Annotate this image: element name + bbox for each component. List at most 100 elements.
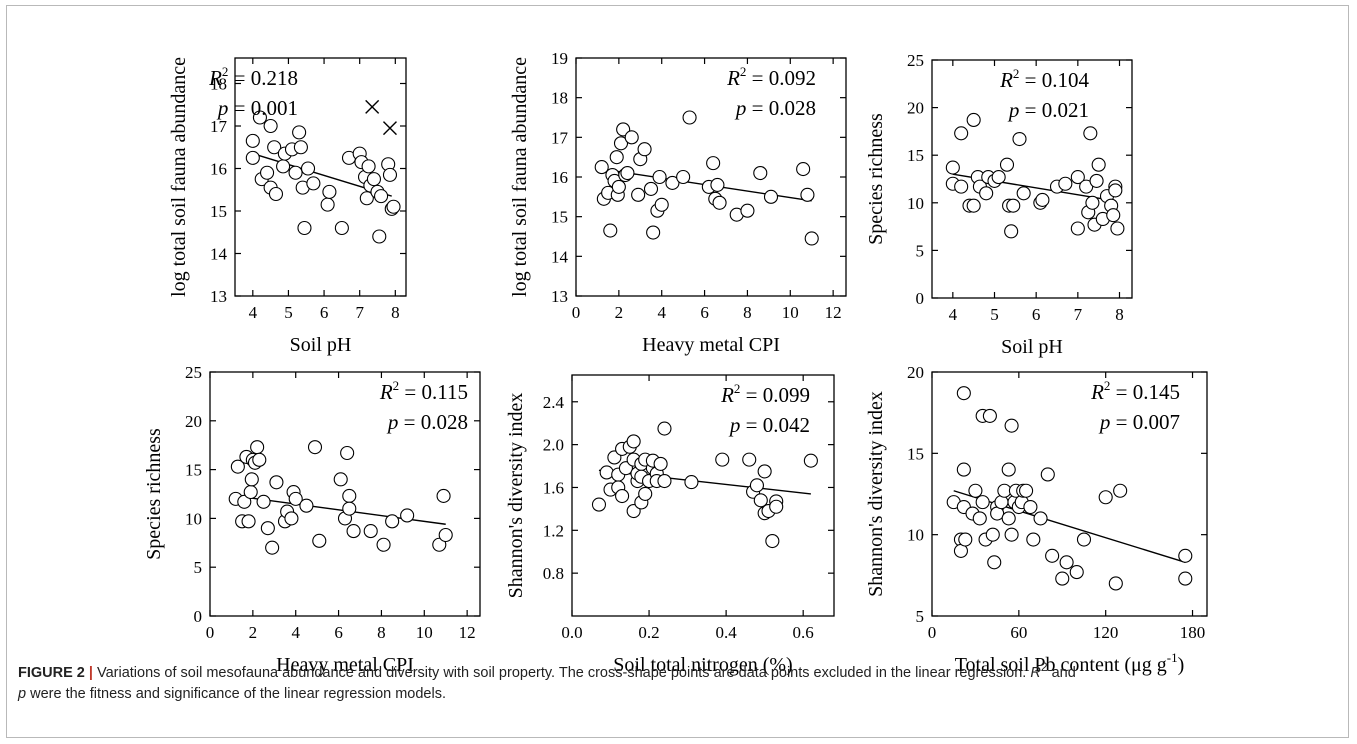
y-tick-label: 0.8 bbox=[543, 564, 564, 583]
data-point bbox=[250, 440, 265, 455]
data-point bbox=[322, 184, 337, 199]
plot-frame bbox=[931, 59, 1133, 299]
x-tick-label: 0 bbox=[572, 303, 581, 322]
data-point bbox=[626, 434, 641, 449]
y-tick-label: 15 bbox=[210, 202, 227, 221]
x-tick-label: 8 bbox=[743, 303, 752, 322]
y-tick-label: 10 bbox=[907, 194, 924, 213]
x-tick-label: 2 bbox=[249, 623, 258, 642]
data-point bbox=[363, 524, 378, 539]
x-tick-label: 2 bbox=[615, 303, 624, 322]
data-point bbox=[966, 198, 981, 213]
caption-p: p bbox=[18, 685, 27, 702]
y-tick-label: 2.4 bbox=[543, 393, 565, 412]
y-tick-label: 5 bbox=[916, 241, 925, 260]
data-point bbox=[800, 187, 815, 202]
data-point bbox=[306, 176, 321, 191]
data-point bbox=[613, 136, 629, 151]
caption-sup: 2 bbox=[1040, 660, 1048, 674]
data-point bbox=[342, 488, 357, 504]
data-point bbox=[288, 165, 303, 180]
data-point bbox=[1091, 157, 1106, 172]
data-point bbox=[268, 186, 284, 202]
x-axis-title: Total soil Pb content (μg g-1) bbox=[955, 650, 1185, 676]
x-tick-label: 180 bbox=[1180, 623, 1206, 642]
data-point bbox=[975, 495, 990, 510]
data-point bbox=[237, 494, 252, 509]
data-point bbox=[966, 112, 981, 128]
data-point bbox=[297, 220, 312, 236]
y-tick-label: 1.2 bbox=[543, 521, 564, 540]
data-point bbox=[1058, 176, 1073, 191]
x-tick-label: 120 bbox=[1093, 623, 1119, 642]
data-point bbox=[945, 160, 960, 175]
data-point bbox=[382, 167, 398, 182]
data-point bbox=[684, 475, 699, 490]
data-point bbox=[803, 453, 818, 468]
data-point bbox=[244, 472, 259, 487]
data-point bbox=[1178, 548, 1193, 563]
x-axis-title: Soil pH bbox=[1001, 336, 1063, 358]
p-value-label: p = 0.001 bbox=[216, 96, 298, 120]
y-tick-label: 15 bbox=[551, 208, 568, 227]
data-point bbox=[342, 501, 357, 516]
data-point bbox=[1178, 571, 1193, 586]
data-point bbox=[757, 464, 772, 479]
data-point bbox=[999, 157, 1015, 172]
data-point bbox=[359, 191, 374, 206]
x-tick-label: 0.6 bbox=[793, 623, 814, 642]
data-point bbox=[742, 452, 757, 467]
y-tick-label: 20 bbox=[907, 99, 924, 118]
data-point bbox=[346, 524, 361, 539]
x-tick-label: 4 bbox=[657, 303, 666, 322]
data-point bbox=[769, 499, 784, 514]
x-tick-label: 8 bbox=[377, 623, 386, 642]
p-value-label: p = 0.028 bbox=[386, 410, 468, 434]
data-point bbox=[753, 165, 768, 181]
excluded-point bbox=[382, 121, 397, 136]
data-point bbox=[631, 187, 646, 202]
y-tick-label: 20 bbox=[907, 363, 924, 382]
data-point bbox=[1106, 208, 1121, 223]
data-point bbox=[1004, 527, 1019, 542]
data-point bbox=[956, 386, 971, 401]
p-value-label: p = 0.007 bbox=[1098, 410, 1180, 434]
p-value-label: p = 0.028 bbox=[734, 96, 816, 120]
scatter-panel-3: 4 5 6 7 8 0 5 10 15 20 25 R2 = 0.104 p = 0.021 Soil p… bbox=[865, 51, 1133, 358]
data-point bbox=[385, 514, 400, 529]
y-tick-label: 0 bbox=[194, 607, 203, 626]
r-squared-label: R2 = 0.218 bbox=[208, 64, 298, 90]
data-point bbox=[256, 494, 271, 509]
data-point bbox=[1040, 467, 1055, 482]
x-tick-label: 6 bbox=[334, 623, 343, 642]
y-axis-title: log total soil fauna abundance bbox=[168, 57, 190, 297]
data-point bbox=[954, 179, 969, 194]
y-tick-label: 10 bbox=[907, 526, 924, 545]
data-point bbox=[715, 452, 730, 467]
y-axis-title: Species richness bbox=[143, 428, 165, 560]
data-point bbox=[1012, 131, 1027, 147]
x-tick-label: 0 bbox=[206, 623, 215, 642]
data-point bbox=[267, 140, 282, 155]
figure-caption: FIGURE 2 | Variations of soil mesofauna … bbox=[18, 657, 1338, 705]
data-point bbox=[676, 169, 691, 185]
data-point bbox=[1016, 186, 1031, 201]
data-point bbox=[284, 511, 299, 526]
plot-frame bbox=[571, 374, 835, 617]
data-point bbox=[1033, 511, 1048, 526]
data-point bbox=[1070, 170, 1085, 185]
data-point bbox=[753, 493, 768, 508]
y-axis-title: Species richness bbox=[865, 113, 887, 245]
data-point bbox=[265, 540, 280, 555]
y-tick-label: 16 bbox=[551, 168, 568, 187]
data-point bbox=[1001, 511, 1016, 526]
data-point bbox=[991, 170, 1006, 185]
x-tick-label: 12 bbox=[825, 303, 842, 322]
x-tick-label: 6 bbox=[1032, 305, 1041, 324]
data-point bbox=[436, 488, 451, 504]
plot-frame bbox=[931, 371, 1208, 617]
data-point bbox=[985, 527, 1000, 542]
x-tick-label: 5 bbox=[990, 305, 999, 324]
data-point bbox=[638, 486, 653, 501]
